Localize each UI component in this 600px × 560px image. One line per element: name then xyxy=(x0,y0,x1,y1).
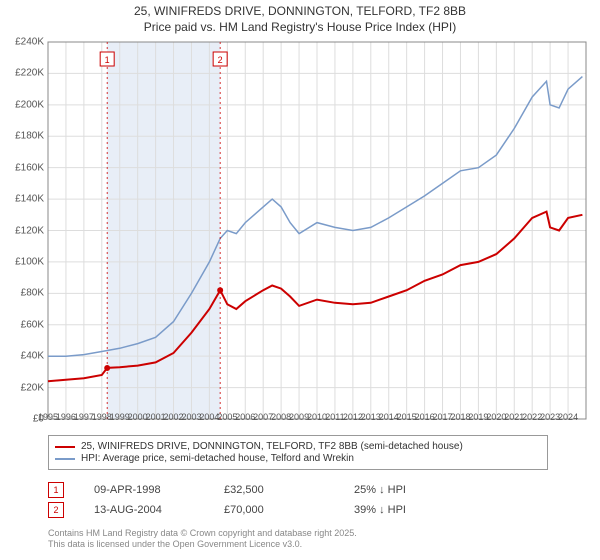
y-axis-tick: £120K xyxy=(4,225,44,236)
title-line1: 25, WINIFREDS DRIVE, DONNINGTON, TELFORD… xyxy=(0,4,600,20)
y-axis-tick: £140K xyxy=(4,194,44,205)
marker-row: 2 13-AUG-2004 £70,000 39% ↓ HPI xyxy=(48,502,454,518)
footer-line2: This data is licensed under the Open Gov… xyxy=(48,539,357,550)
price-chart: 12 xyxy=(44,38,592,423)
legend-label: HPI: Average price, semi-detached house,… xyxy=(81,453,354,464)
x-axis-tick: 2024 xyxy=(558,412,578,422)
y-axis-tick: £200K xyxy=(4,99,44,110)
legend-swatch-icon xyxy=(55,458,75,460)
y-axis-tick: £160K xyxy=(4,162,44,173)
legend-row: HPI: Average price, semi-detached house,… xyxy=(55,453,541,464)
y-axis-tick: £180K xyxy=(4,131,44,142)
chart-container: 25, WINIFREDS DRIVE, DONNINGTON, TELFORD… xyxy=(0,0,600,560)
title-block: 25, WINIFREDS DRIVE, DONNINGTON, TELFORD… xyxy=(0,0,600,35)
y-axis-tick: £100K xyxy=(4,256,44,267)
marker-price: £70,000 xyxy=(224,504,324,516)
marker-badge: 2 xyxy=(48,502,64,518)
y-axis-tick: £20K xyxy=(4,382,44,393)
marker-table: 1 09-APR-1998 £32,500 25% ↓ HPI 2 13-AUG… xyxy=(48,478,454,522)
x-axis-tick: 2011 xyxy=(325,412,344,422)
svg-text:1: 1 xyxy=(105,55,110,65)
y-axis-tick: £80K xyxy=(4,288,44,299)
legend-label: 25, WINIFREDS DRIVE, DONNINGTON, TELFORD… xyxy=(81,441,463,452)
marker-date: 13-AUG-2004 xyxy=(94,504,194,516)
marker-delta: 25% ↓ HPI xyxy=(354,484,454,496)
y-axis-tick: £240K xyxy=(4,37,44,48)
y-axis-tick: £220K xyxy=(4,68,44,79)
footer: Contains HM Land Registry data © Crown c… xyxy=(48,528,357,550)
y-axis-tick: £40K xyxy=(4,351,44,362)
legend: 25, WINIFREDS DRIVE, DONNINGTON, TELFORD… xyxy=(48,435,548,470)
footer-line1: Contains HM Land Registry data © Crown c… xyxy=(48,528,357,539)
legend-swatch-icon xyxy=(55,446,75,448)
y-axis-tick: £60K xyxy=(4,319,44,330)
svg-text:2: 2 xyxy=(218,55,223,65)
title-line2: Price paid vs. HM Land Registry's House … xyxy=(0,20,600,36)
marker-delta: 39% ↓ HPI xyxy=(354,504,454,516)
marker-date: 09-APR-1998 xyxy=(94,484,194,496)
marker-badge: 1 xyxy=(48,482,64,498)
marker-price: £32,500 xyxy=(224,484,324,496)
x-axis-tick: 2010 xyxy=(307,412,327,422)
legend-row: 25, WINIFREDS DRIVE, DONNINGTON, TELFORD… xyxy=(55,441,541,452)
marker-row: 1 09-APR-1998 £32,500 25% ↓ HPI xyxy=(48,482,454,498)
